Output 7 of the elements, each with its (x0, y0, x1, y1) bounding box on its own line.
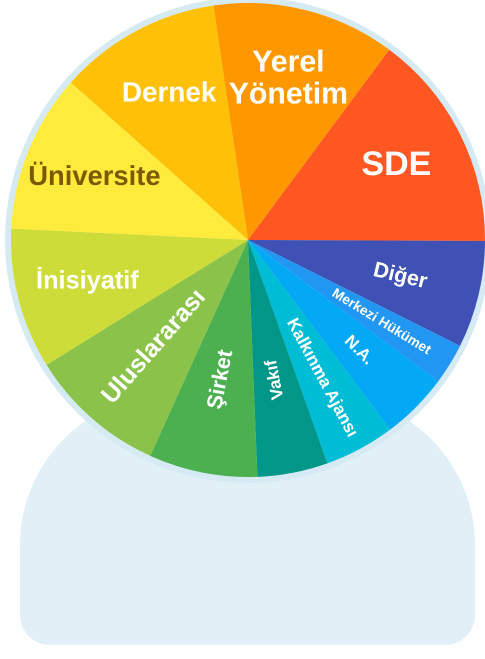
slice-label: Yerel Yönetim (228, 46, 348, 110)
slice-label: Üniversite (28, 160, 161, 191)
slice-label: SDE (361, 145, 432, 184)
slice-label: Diğer (371, 257, 430, 294)
slice-label: Şirket (201, 347, 238, 412)
slice-label: Vakıf (260, 358, 288, 402)
slice-label: Dernek (122, 76, 217, 108)
